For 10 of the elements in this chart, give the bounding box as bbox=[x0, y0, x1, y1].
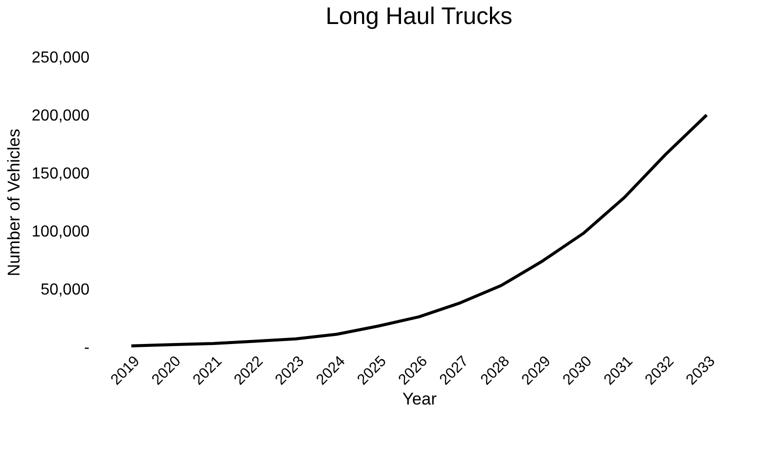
y-tick-label: 100,000 bbox=[32, 224, 90, 240]
chart-title: Long Haul Trucks bbox=[326, 3, 512, 30]
y-tick-label: 200,000 bbox=[32, 108, 90, 124]
y-axis-title: Number of Vehicles bbox=[4, 128, 24, 276]
y-tick-label: 250,000 bbox=[32, 50, 90, 66]
line-series bbox=[130, 114, 708, 348]
y-tick-label: - bbox=[84, 340, 90, 356]
x-axis-title: Year bbox=[402, 390, 438, 409]
y-tick-label: 150,000 bbox=[32, 166, 90, 182]
y-tick-label: 50,000 bbox=[40, 282, 90, 298]
